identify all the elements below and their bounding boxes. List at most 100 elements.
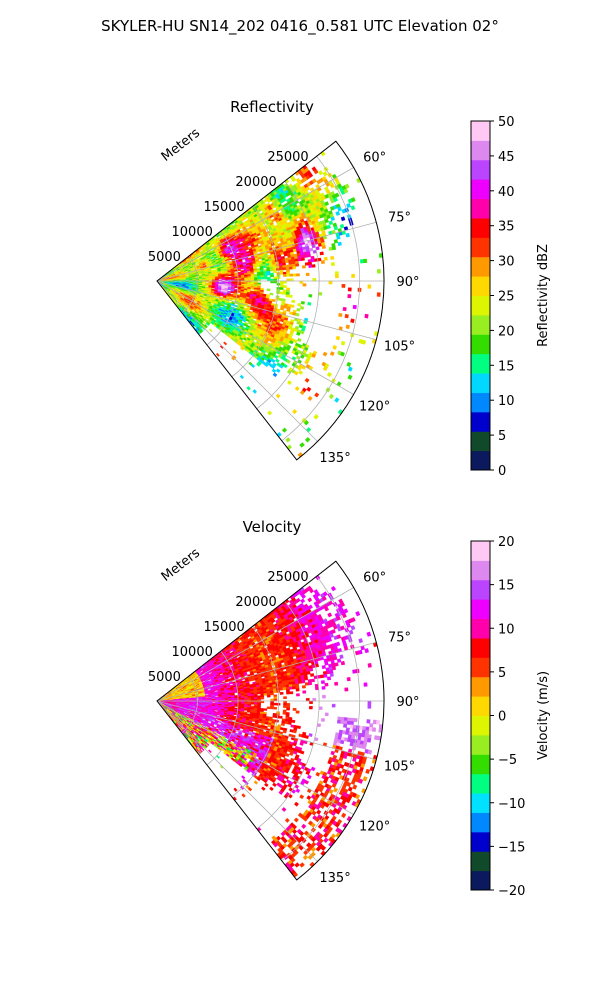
colorbar-tick-label: 30 xyxy=(498,255,515,270)
data-cell xyxy=(338,313,342,317)
data-cell xyxy=(186,698,189,699)
data-cell xyxy=(323,172,328,177)
data-cell xyxy=(261,277,264,279)
data-cell xyxy=(363,259,367,263)
data-cell xyxy=(223,342,227,345)
data-cell xyxy=(257,276,260,278)
colorbar-tick-label: 0 xyxy=(498,464,506,479)
data-cell xyxy=(297,338,301,342)
azimuth-tick-label: 90° xyxy=(396,275,419,290)
data-cell xyxy=(302,265,306,268)
data-cell xyxy=(362,340,366,345)
colorbar-segment xyxy=(471,257,490,277)
data-cell xyxy=(295,264,299,267)
data-cell xyxy=(264,275,267,277)
data-cell xyxy=(343,307,347,311)
azimuth-tick-label: 135° xyxy=(319,451,350,466)
data-cell xyxy=(279,298,283,301)
data-cell xyxy=(293,266,296,269)
data-cell xyxy=(254,271,257,273)
data-cell xyxy=(333,345,337,349)
data-cell xyxy=(352,274,355,278)
data-cell xyxy=(264,277,267,279)
data-cell xyxy=(280,283,283,285)
data-cell xyxy=(348,367,353,372)
data-cell xyxy=(348,288,351,292)
data-cell xyxy=(335,272,338,275)
data-cell xyxy=(297,308,301,311)
data-cell xyxy=(314,393,319,398)
data-cell xyxy=(346,325,350,329)
data-cell xyxy=(305,437,310,442)
data-cell xyxy=(276,369,280,373)
data-cell xyxy=(272,299,276,302)
data-cell xyxy=(284,306,288,309)
data-cell xyxy=(273,373,277,377)
data-cell xyxy=(303,284,306,287)
panel-title: Velocity xyxy=(243,518,302,536)
data-cell xyxy=(293,274,296,277)
data-cell xyxy=(267,273,270,275)
colorbar-segment xyxy=(471,199,490,219)
data-cell xyxy=(276,394,280,398)
data-cell xyxy=(296,274,299,277)
data-cell xyxy=(306,273,309,276)
data-cell xyxy=(360,259,364,263)
data-cell xyxy=(308,396,313,401)
data-cell xyxy=(219,278,222,279)
colorbar-segment xyxy=(471,392,490,412)
data-cell xyxy=(228,275,231,277)
colorbar-segment xyxy=(471,218,490,238)
data-cell xyxy=(282,428,287,433)
data-cell xyxy=(329,394,334,399)
data-cell xyxy=(293,339,297,343)
data-cell xyxy=(307,387,312,392)
data-cell xyxy=(287,274,290,277)
data-cell xyxy=(323,352,327,356)
colorbar-segment xyxy=(471,296,490,316)
data-cell xyxy=(233,350,237,354)
data-cell xyxy=(305,262,309,265)
data-cell xyxy=(368,285,371,289)
data-cell xyxy=(318,170,323,175)
data-cell xyxy=(287,445,292,450)
colorbar-segment xyxy=(471,451,490,471)
data-cell xyxy=(257,285,260,287)
data-cell xyxy=(289,267,293,270)
data-cell xyxy=(283,274,286,276)
data-cell xyxy=(346,233,350,237)
colorbar-tick-label: 45 xyxy=(498,150,515,165)
data-cell xyxy=(322,245,326,249)
data-cell xyxy=(283,267,286,270)
data-cell xyxy=(286,272,289,275)
data-cell xyxy=(298,258,302,261)
data-cell xyxy=(301,301,305,304)
data-field xyxy=(159,575,383,877)
data-cell xyxy=(345,314,349,318)
data-cell xyxy=(263,266,266,268)
data-cell xyxy=(247,386,251,390)
data-cell xyxy=(340,224,344,228)
colorbar-tick-label: 20 xyxy=(498,324,515,339)
colorbar-segment xyxy=(471,276,490,296)
data-cell xyxy=(332,246,336,250)
data-cell xyxy=(300,306,304,309)
reflectivity-panel: Reflectivity500010000150002000025000Mete… xyxy=(148,98,551,479)
data-cell xyxy=(330,352,334,356)
data-cell xyxy=(346,203,350,208)
data-cell xyxy=(301,258,305,261)
radial-tick-label: 25000 xyxy=(267,150,308,165)
data-cell xyxy=(270,275,273,277)
colorbar-segment xyxy=(471,412,490,432)
data-cell xyxy=(267,289,270,291)
data-cell xyxy=(280,292,283,295)
radial-tick-label: 20000 xyxy=(235,175,276,190)
data-cell xyxy=(228,289,231,291)
colorbar-tick-label: 25 xyxy=(498,290,515,305)
data-cell xyxy=(231,291,234,293)
data-cell xyxy=(274,277,277,279)
data-cell xyxy=(307,254,311,257)
